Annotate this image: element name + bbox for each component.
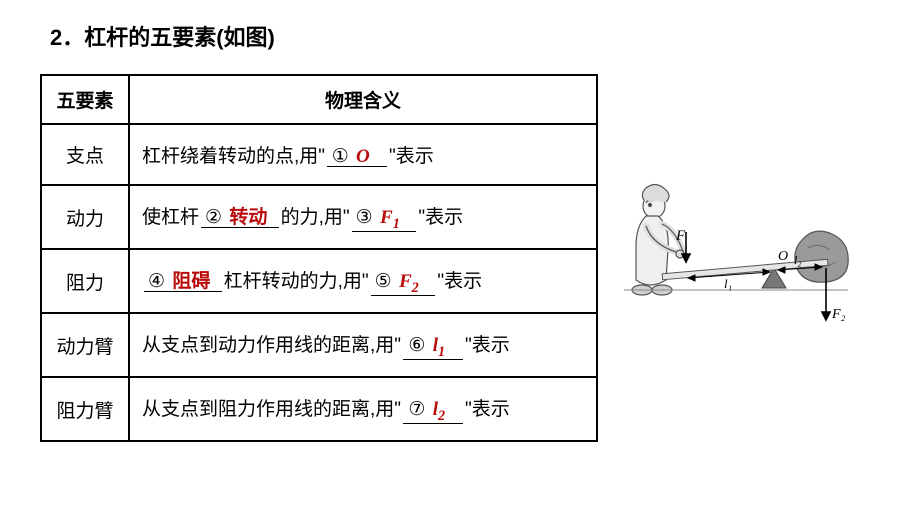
row5-label: 阻力臂 xyxy=(41,377,129,441)
text: "表示 xyxy=(465,335,510,356)
text: 从支点到动力作用线的距离,用" xyxy=(142,335,401,356)
row3-label: 阻力 xyxy=(41,249,129,313)
circ-num: ① xyxy=(332,146,349,167)
answer-l2: l2 xyxy=(433,399,445,420)
circ-num: ⑦ xyxy=(408,399,425,420)
lever-diagram: F O l₁ l₂ F₂ xyxy=(616,168,856,348)
answer-O: O xyxy=(356,146,370,167)
answer-impede: 阻碍 xyxy=(172,271,210,292)
text: 从支点到阻力作用线的距离,用" xyxy=(142,399,401,420)
table-row: 阻力 ④ 阻碍 杠杆转动的力,用"⑤ F2 "表示 xyxy=(41,249,597,313)
circ-num: ⑤ xyxy=(375,271,392,292)
text: "表示 xyxy=(389,146,434,167)
row3-desc: ④ 阻碍 杠杆转动的力,用"⑤ F2 "表示 xyxy=(129,249,597,313)
blank-3: ③ F1 xyxy=(352,208,417,232)
header-col1: 五要素 xyxy=(41,75,129,124)
blank-5: ⑤ F2 xyxy=(371,272,436,296)
rock-icon xyxy=(795,231,848,282)
row1-desc: 杠杆绕着转动的点,用"① O "表示 xyxy=(129,124,597,185)
text: 使杠杆 xyxy=(142,207,199,228)
row4-label: 动力臂 xyxy=(41,313,129,377)
answer-rotate: 转动 xyxy=(229,207,267,228)
circ-num: ② xyxy=(205,207,222,228)
table-header-row: 五要素 物理含义 xyxy=(41,75,597,124)
text: 杠杆绕着转动的点,用" xyxy=(142,146,325,167)
row5-desc: 从支点到阻力作用线的距离,用"⑦ l2 "表示 xyxy=(129,377,597,441)
answer-F1: F1 xyxy=(380,207,400,228)
circ-num: ④ xyxy=(148,271,165,292)
answer-F2: F2 xyxy=(399,271,419,292)
text: 的力,用" xyxy=(281,207,350,228)
text: "表示 xyxy=(437,271,482,292)
circ-num: ③ xyxy=(356,207,373,228)
label-F2: F₂ xyxy=(831,307,846,322)
blank-2: ② 转动 xyxy=(201,208,279,228)
content-layout: 五要素 物理含义 支点 杠杆绕着转动的点,用"① O "表示 动力 使杠杆② 转… xyxy=(40,74,920,442)
row4-desc: 从支点到动力作用线的距离,用"⑥ l1 "表示 xyxy=(129,313,597,377)
header-col2: 物理含义 xyxy=(129,75,597,124)
label-O: O xyxy=(778,249,788,264)
table-row: 动力 使杠杆② 转动 的力,用"③ F1 "表示 xyxy=(41,185,597,249)
section-heading: 2．杠杆的五要素(如图) xyxy=(40,20,920,52)
blank-1: ① O xyxy=(327,147,387,167)
blank-4: ④ 阻碍 xyxy=(144,272,222,292)
table-row: 支点 杠杆绕着转动的点,用"① O "表示 xyxy=(41,124,597,185)
circ-num: ⑥ xyxy=(408,335,425,356)
label-F: F xyxy=(675,228,686,244)
elements-table: 五要素 物理含义 支点 杠杆绕着转动的点,用"① O "表示 动力 使杠杆② 转… xyxy=(40,74,598,442)
table-row: 阻力臂 从支点到阻力作用线的距离,用"⑦ l2 "表示 xyxy=(41,377,597,441)
text: "表示 xyxy=(418,207,463,228)
label-l1: l₁ xyxy=(724,276,732,291)
text: 杠杆转动的力,用" xyxy=(224,271,369,292)
text: "表示 xyxy=(465,399,510,420)
blank-7: ⑦ l2 xyxy=(403,400,463,424)
row1-label: 支点 xyxy=(41,124,129,185)
row2-label: 动力 xyxy=(41,185,129,249)
row2-desc: 使杠杆② 转动 的力,用"③ F1 "表示 xyxy=(129,185,597,249)
answer-l1: l1 xyxy=(433,335,445,356)
table-row: 动力臂 从支点到动力作用线的距离,用"⑥ l1 "表示 xyxy=(41,313,597,377)
blank-6: ⑥ l1 xyxy=(403,336,463,360)
diagram-svg: F O l₁ l₂ F₂ xyxy=(616,168,856,348)
label-l2: l₂ xyxy=(794,253,802,267)
